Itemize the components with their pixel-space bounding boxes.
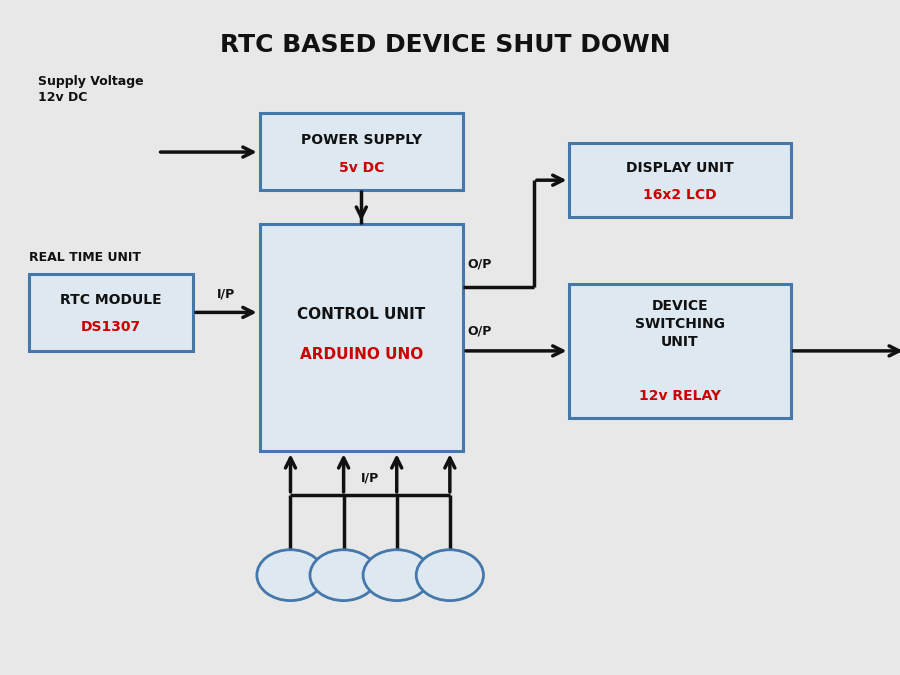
Text: I/P: I/P (361, 472, 379, 485)
Circle shape (256, 549, 324, 601)
Circle shape (310, 549, 377, 601)
Text: SW
1: SW 1 (280, 562, 302, 589)
Text: REAL TIME UNIT: REAL TIME UNIT (30, 250, 141, 264)
Text: DS1307: DS1307 (81, 320, 141, 334)
Text: RTC BASED DEVICE SHUT DOWN: RTC BASED DEVICE SHUT DOWN (220, 33, 670, 57)
Text: SW
4: SW 4 (439, 562, 461, 589)
Text: DISPLAY UNIT: DISPLAY UNIT (626, 161, 734, 175)
Circle shape (363, 549, 430, 601)
Text: RTC MODULE: RTC MODULE (60, 294, 162, 307)
Text: ARDUINO UNO: ARDUINO UNO (300, 347, 423, 362)
Text: CONTROL UNIT: CONTROL UNIT (297, 306, 426, 321)
Text: I/P: I/P (217, 287, 236, 300)
FancyBboxPatch shape (259, 113, 464, 190)
Text: 16x2 LCD: 16x2 LCD (644, 188, 716, 202)
Text: POWER SUPPLY: POWER SUPPLY (301, 133, 422, 146)
Text: O/P: O/P (468, 258, 492, 271)
Text: 5v DC: 5v DC (338, 161, 384, 176)
FancyBboxPatch shape (570, 143, 791, 217)
Text: 12v RELAY: 12v RELAY (639, 389, 721, 404)
FancyBboxPatch shape (259, 223, 464, 452)
Text: SW
3: SW 3 (386, 562, 408, 589)
FancyBboxPatch shape (570, 284, 791, 418)
Text: SW
2: SW 2 (333, 562, 355, 589)
Text: Supply Voltage
12v DC: Supply Voltage 12v DC (38, 76, 144, 105)
Text: DEVICE
SWITCHING
UNIT: DEVICE SWITCHING UNIT (635, 299, 725, 349)
FancyBboxPatch shape (30, 274, 194, 351)
Circle shape (416, 549, 483, 601)
Text: O/P: O/P (468, 325, 492, 338)
